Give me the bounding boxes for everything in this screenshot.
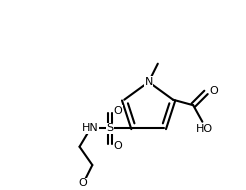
Text: HN: HN — [82, 123, 99, 133]
Text: O: O — [210, 86, 218, 96]
Text: O: O — [113, 141, 122, 151]
Text: N: N — [144, 77, 153, 87]
Text: O: O — [79, 178, 88, 188]
Text: HO: HO — [196, 124, 213, 134]
Text: O: O — [113, 106, 122, 116]
Text: S: S — [106, 123, 113, 133]
